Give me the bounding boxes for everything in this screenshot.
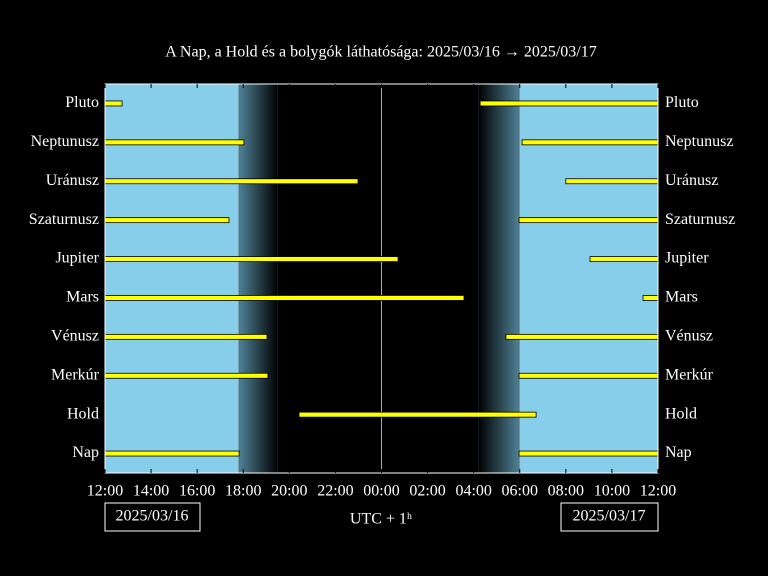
visibility-bar: [104, 295, 465, 301]
visibility-bar: [479, 100, 659, 107]
row-label: Hold: [665, 405, 697, 422]
row-label: Uránusz: [46, 172, 99, 189]
dawn: [478, 84, 520, 473]
row-label: Neptunusz: [665, 133, 733, 150]
row-label: Uránusz: [665, 172, 718, 189]
row-label: Neptunusz: [31, 133, 99, 150]
dusk: [239, 84, 278, 473]
x-tick-label: 00:00: [363, 483, 399, 500]
visibility-bar: [104, 333, 268, 340]
date-box: [104, 502, 201, 532]
x-tick-label: 22:00: [317, 483, 353, 500]
visibility-bar: [104, 217, 230, 224]
x-tick-label: 20:00: [271, 483, 307, 500]
row-label: Mars: [66, 289, 99, 306]
visibility-bar: [104, 372, 269, 379]
visibility-bar: [104, 178, 359, 185]
row-label: Merkúr: [51, 366, 100, 383]
x-tick-label: 14:00: [133, 483, 169, 500]
x-tick-label: 16:00: [179, 483, 215, 500]
row-label: Merkúr: [665, 366, 714, 383]
row-label: Mars: [665, 289, 698, 306]
x-tick-label: 12:00: [87, 483, 123, 500]
row-label: Nap: [665, 444, 692, 461]
x-tick-label: 10:00: [594, 483, 630, 500]
date-box: [560, 502, 659, 532]
visibility-bar: [505, 333, 659, 340]
visibility-bar: [565, 178, 659, 185]
visibility-bar: [521, 139, 659, 146]
x-tick-label: 04:00: [455, 483, 491, 500]
row-label: Jupiter: [665, 250, 709, 267]
visibility-bar: [104, 450, 240, 457]
visibility-bar: [104, 139, 245, 146]
visibility-bar: [518, 217, 659, 224]
x-tick-label: 12:00: [640, 483, 676, 500]
row-label: Szaturnusz: [29, 211, 99, 228]
visibility-bar: [104, 256, 399, 262]
x-tick-label: 06:00: [502, 483, 538, 500]
visibility-bar: [104, 100, 123, 107]
visibility-bar: [518, 372, 659, 379]
visibility-bar: [298, 411, 537, 418]
night: [277, 84, 479, 473]
row-label: Pluto: [65, 94, 99, 111]
x-tick-label: 18:00: [225, 483, 261, 500]
row-label: Szaturnusz: [665, 211, 735, 228]
row-label: Pluto: [665, 94, 699, 111]
x-tick-label: 08:00: [548, 483, 584, 500]
visibility-bar: [642, 295, 659, 301]
row-label: Nap: [72, 444, 99, 461]
start-date: 2025/03/16: [116, 508, 189, 525]
x-tick-label: 02:00: [409, 483, 445, 500]
visibility-bar: [589, 256, 659, 262]
chart-title: A Nap, a Hold és a bolygók láthatósága: …: [165, 44, 597, 61]
row-label: Jupiter: [55, 250, 99, 267]
row-label: Hold: [67, 405, 99, 422]
x-axis-label: UTC + 1ʰ: [350, 511, 412, 528]
visibility-bar: [518, 450, 659, 457]
end-date: 2025/03/17: [573, 508, 646, 525]
row-label: Vénusz: [665, 328, 713, 345]
row-label: Vénusz: [51, 328, 99, 345]
